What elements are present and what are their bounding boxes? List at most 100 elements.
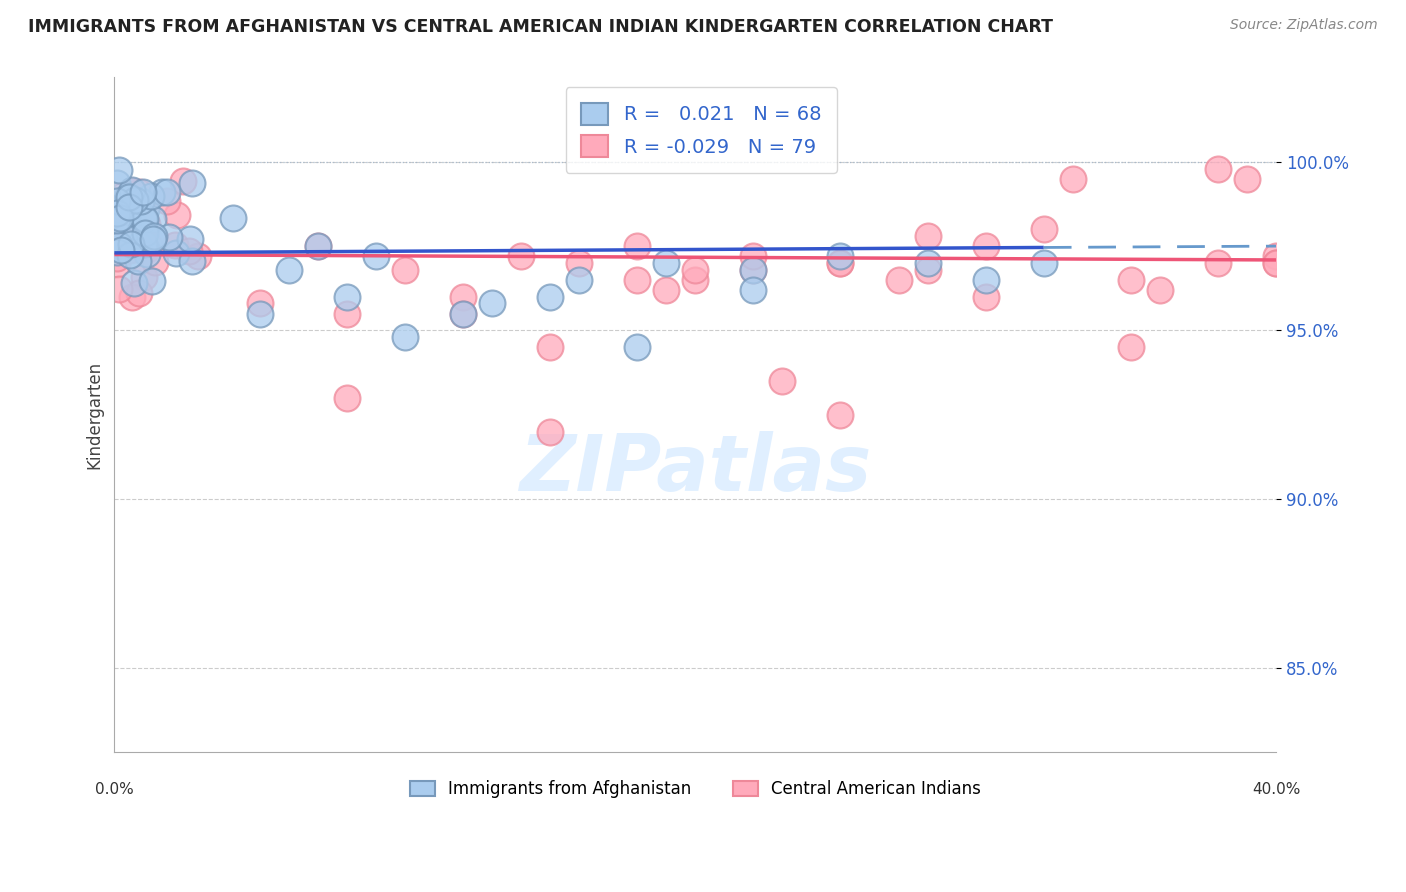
- Point: [187, 250, 209, 264]
- Point: [120, 243, 142, 257]
- Point: [108, 282, 131, 296]
- Point: [181, 253, 204, 268]
- Point: [105, 194, 128, 208]
- Point: [683, 273, 706, 287]
- Point: [128, 204, 150, 219]
- Point: [124, 193, 146, 207]
- Point: [118, 190, 141, 204]
- Point: [105, 206, 128, 220]
- Point: [134, 212, 156, 227]
- Point: [1265, 249, 1288, 263]
- Point: [112, 209, 135, 223]
- Point: [364, 249, 387, 263]
- Point: [125, 211, 148, 225]
- Point: [122, 229, 145, 244]
- Point: [481, 296, 503, 310]
- Point: [118, 192, 141, 206]
- Point: [118, 201, 141, 215]
- Point: [120, 248, 142, 262]
- Point: [1236, 171, 1258, 186]
- Point: [105, 245, 128, 260]
- Point: [307, 239, 329, 253]
- Point: [108, 211, 131, 225]
- Point: [105, 203, 128, 218]
- Point: [105, 213, 128, 227]
- Text: ZIPatlas: ZIPatlas: [519, 431, 872, 507]
- Point: [1265, 256, 1288, 270]
- Point: [179, 232, 201, 246]
- Point: [134, 236, 156, 251]
- Point: [121, 183, 143, 197]
- Point: [166, 208, 188, 222]
- Point: [249, 296, 271, 310]
- Point: [135, 247, 157, 261]
- Point: [141, 274, 163, 288]
- Point: [108, 241, 131, 255]
- Point: [132, 211, 155, 226]
- Point: [127, 237, 149, 252]
- Point: [117, 233, 139, 247]
- Point: [128, 185, 150, 199]
- Point: [538, 340, 561, 354]
- Point: [181, 177, 204, 191]
- Point: [134, 223, 156, 237]
- Text: 0.0%: 0.0%: [96, 781, 134, 797]
- Point: [1032, 222, 1054, 236]
- Point: [111, 212, 134, 227]
- Point: [112, 239, 135, 253]
- Point: [139, 189, 162, 203]
- Point: [830, 256, 852, 270]
- Point: [112, 187, 135, 202]
- Point: [683, 262, 706, 277]
- Point: [150, 185, 173, 199]
- Point: [568, 256, 591, 270]
- Point: [538, 290, 561, 304]
- Point: [134, 226, 156, 240]
- Point: [108, 203, 131, 218]
- Point: [626, 239, 648, 253]
- Point: [120, 211, 142, 226]
- Point: [917, 256, 939, 270]
- Point: [830, 256, 852, 270]
- Point: [655, 256, 678, 270]
- Point: [117, 189, 139, 203]
- Point: [129, 194, 152, 208]
- Point: [830, 249, 852, 263]
- Point: [143, 254, 166, 268]
- Point: [136, 242, 159, 256]
- Point: [108, 241, 131, 255]
- Point: [1265, 256, 1288, 270]
- Point: [105, 206, 128, 220]
- Point: [110, 244, 132, 258]
- Point: [135, 217, 157, 231]
- Point: [917, 262, 939, 277]
- Point: [135, 202, 157, 216]
- Point: [568, 273, 591, 287]
- Point: [128, 205, 150, 219]
- Point: [222, 211, 245, 225]
- Point: [336, 307, 359, 321]
- Point: [336, 391, 359, 405]
- Point: [510, 249, 533, 263]
- Point: [105, 251, 128, 265]
- Point: [1062, 171, 1084, 186]
- Point: [156, 185, 179, 199]
- Point: [742, 262, 765, 277]
- Point: [115, 214, 138, 228]
- Point: [117, 239, 139, 253]
- Point: [742, 262, 765, 277]
- Point: [626, 273, 648, 287]
- Point: [974, 290, 997, 304]
- Text: IMMIGRANTS FROM AFGHANISTAN VS CENTRAL AMERICAN INDIAN KINDERGARTEN CORRELATION : IMMIGRANTS FROM AFGHANISTAN VS CENTRAL A…: [28, 18, 1053, 36]
- Point: [451, 307, 474, 321]
- Point: [1206, 256, 1229, 270]
- Point: [121, 185, 143, 199]
- Point: [111, 205, 134, 219]
- Point: [122, 276, 145, 290]
- Point: [142, 232, 165, 246]
- Point: [249, 307, 271, 321]
- Point: [172, 174, 194, 188]
- Point: [157, 229, 180, 244]
- Point: [163, 238, 186, 252]
- Point: [655, 283, 678, 297]
